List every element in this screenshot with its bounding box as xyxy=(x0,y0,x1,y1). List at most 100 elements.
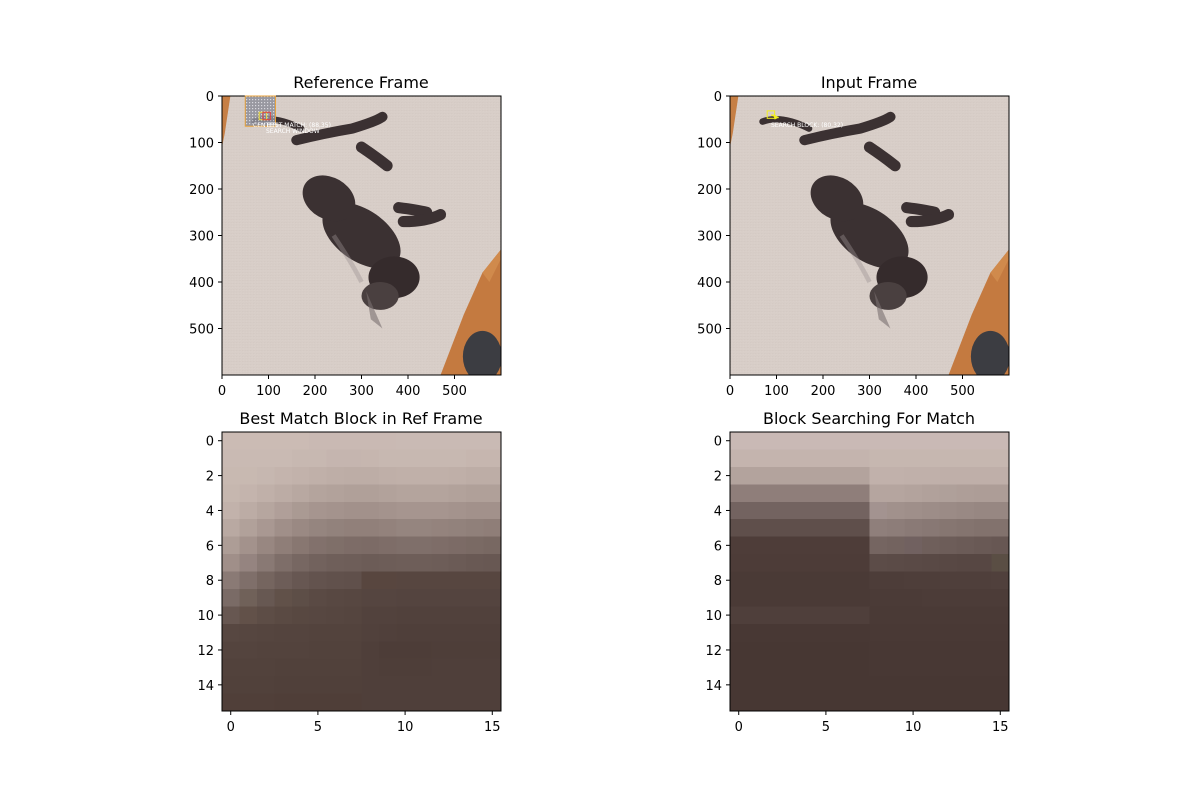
heatmap-cell xyxy=(274,484,293,503)
heatmap-cell xyxy=(764,484,783,503)
search-block-annotation: SEARCH BLOCK: (80,32) xyxy=(771,122,843,129)
heatmap-cell xyxy=(939,501,957,520)
heatmap-cell xyxy=(222,449,240,468)
heatmap-cell xyxy=(291,432,310,450)
heatmap-cell xyxy=(869,658,888,677)
heatmap-cell xyxy=(309,693,327,712)
heatmap-cell xyxy=(361,693,380,712)
heatmap-cell xyxy=(222,571,240,590)
heatmap-cell xyxy=(378,484,397,503)
heatmap-cell xyxy=(361,623,380,642)
heatmap-cell xyxy=(939,536,957,555)
heatmap-cell xyxy=(239,606,258,625)
heatmap-cell xyxy=(799,501,818,520)
heatmap-cell xyxy=(448,519,467,537)
heatmap-cell xyxy=(222,536,240,555)
heatmap-cell xyxy=(361,606,380,625)
heatmap-cell xyxy=(326,449,345,468)
heatmap-cell xyxy=(991,554,1010,572)
heatmap-cell xyxy=(326,519,345,537)
heatmap-cell xyxy=(817,606,835,625)
heatmap-cell xyxy=(291,536,310,555)
heatmap-cell xyxy=(869,606,888,625)
heatmap-cell xyxy=(939,571,957,590)
heatmap-cell xyxy=(869,519,888,537)
x-tick-label: 0 xyxy=(218,384,226,399)
y-tick-label: 300 xyxy=(189,230,214,245)
search-block-axes: 0 5 10 15 0 2 4 6 8 10 12 14 xyxy=(705,435,1008,735)
heatmap-cell xyxy=(413,466,432,485)
heatmap-cell xyxy=(291,623,310,642)
heatmap-cell xyxy=(256,432,275,450)
heatmap-cell xyxy=(378,449,397,468)
heatmap-cell xyxy=(396,519,415,537)
x-tick-label: 200 xyxy=(303,384,328,399)
panel-input-frame: Input Frame SEARCH BLOCK: (80,32) 0 100 20… xyxy=(697,73,1010,399)
heatmap-cell xyxy=(904,588,923,607)
heatmap-cell xyxy=(256,693,275,712)
heatmap-cell xyxy=(222,606,240,625)
heatmap-cell xyxy=(730,676,748,694)
heatmap-cell xyxy=(239,623,258,642)
heatmap-cell xyxy=(956,466,975,485)
heatmap-cell xyxy=(747,571,766,590)
reference-image xyxy=(222,96,502,382)
heatmap-cell xyxy=(782,484,801,503)
heatmap-cell xyxy=(904,519,923,537)
heatmap-cell xyxy=(396,571,415,590)
heatmap-cell xyxy=(378,432,397,450)
heatmap-cell xyxy=(466,449,484,468)
heatmap-cell xyxy=(904,466,923,485)
heatmap-cell xyxy=(239,536,258,555)
center-annotation: CENTER xyxy=(253,122,277,129)
heatmap-cell xyxy=(396,693,415,712)
motion-vector-arrowhead xyxy=(773,113,779,120)
heatmap-cell xyxy=(974,536,992,555)
heatmap-cell xyxy=(886,623,905,642)
heatmap-cell xyxy=(344,554,362,572)
heatmap-cell xyxy=(431,676,449,694)
heatmap-cell xyxy=(799,554,818,572)
heatmap-cell xyxy=(361,588,380,607)
heatmap-cell xyxy=(344,536,362,555)
heatmap-cell xyxy=(764,588,783,607)
heatmap-cell xyxy=(886,484,905,503)
heatmap-cell xyxy=(852,641,870,659)
heatmap-cell xyxy=(991,606,1010,625)
heatmap-cell xyxy=(326,693,345,712)
heatmap-cell xyxy=(222,519,240,537)
heatmap-cell xyxy=(448,501,467,520)
best-match-heatmap xyxy=(222,432,502,712)
heatmap-cell xyxy=(309,484,327,503)
heatmap-cell xyxy=(344,606,362,625)
heatmap-cell xyxy=(764,641,783,659)
best-match-box xyxy=(262,111,271,121)
heatmap-cell xyxy=(886,693,905,712)
heatmap-cell xyxy=(799,658,818,677)
heatmap-cell xyxy=(747,588,766,607)
heatmap-cell xyxy=(378,641,397,659)
heatmap-cell xyxy=(291,484,310,503)
heatmap-cell xyxy=(256,554,275,572)
heatmap-cell xyxy=(852,536,870,555)
x-tick-label: 500 xyxy=(442,384,467,399)
heatmap-cell xyxy=(921,536,940,555)
heatmap-cell xyxy=(413,519,432,537)
heatmap-cell xyxy=(222,554,240,572)
heatmap-cell xyxy=(326,501,345,520)
heatmap-cell xyxy=(730,484,748,503)
heatmap-cell xyxy=(431,519,449,537)
heatmap-cell xyxy=(991,571,1010,590)
heatmap-cell xyxy=(274,606,293,625)
heatmap-cell xyxy=(834,554,853,572)
heatmap-cell xyxy=(764,519,783,537)
heatmap-cell xyxy=(817,449,835,468)
heatmap-cell xyxy=(483,501,502,520)
heatmap-cell xyxy=(730,658,748,677)
heatmap-cell xyxy=(834,432,853,450)
heatmap-cell xyxy=(483,554,502,572)
heatmap-cell xyxy=(466,484,484,503)
heatmap-cell xyxy=(834,676,853,694)
heatmap-cell xyxy=(834,536,853,555)
heatmap-cell xyxy=(782,588,801,607)
